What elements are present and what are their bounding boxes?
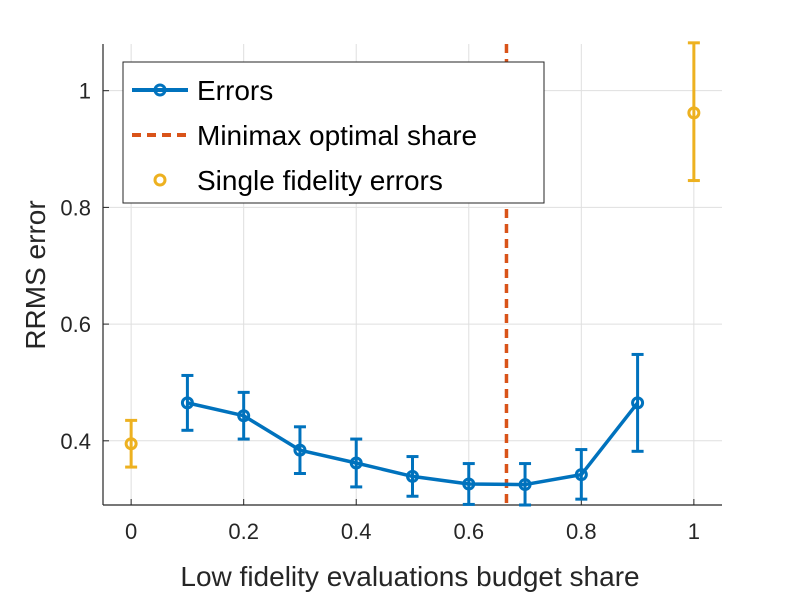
y-tick-label: 0.8: [60, 195, 91, 220]
legend-single-label: Single fidelity errors: [197, 165, 443, 196]
x-tick-label: 0.4: [341, 519, 372, 544]
errors-line: [187, 401, 639, 487]
x-tick-label: 0: [125, 519, 137, 544]
legend: Errors Minimax optimal share Single fide…: [122, 61, 545, 204]
axes: [102, 44, 722, 506]
legend-errors-marker: [153, 83, 167, 97]
errors-marker: [518, 478, 532, 492]
errors-marker: [574, 468, 588, 482]
errors-marker: [462, 477, 476, 491]
y-tick-label: 1: [79, 79, 91, 104]
x-tick-label: 0.8: [566, 519, 597, 544]
legend-single-marker: [153, 173, 167, 187]
y-tick-label: 0.4: [60, 429, 91, 454]
y-tick-label: 0.6: [60, 312, 91, 337]
tick-labels: 0 0.2 0.4 0.6 0.8 1 0.4 0.6 0.8 1: [60, 79, 700, 544]
y-axis-title: RRMS error: [20, 200, 51, 349]
legend-minimax-label: Minimax optimal share: [197, 120, 477, 151]
legend-box: [122, 61, 545, 204]
single-fidelity-marker: [687, 106, 701, 120]
legend-errors-label: Errors: [197, 75, 273, 106]
errors-marker: [293, 443, 307, 457]
x-tick-label: 1: [688, 519, 700, 544]
errors-marker: [349, 456, 363, 470]
x-axis-title: Low fidelity evaluations budget share: [180, 561, 639, 592]
errors-marker: [631, 396, 645, 410]
x-tick-label: 0.2: [228, 519, 259, 544]
errors-marker: [180, 396, 194, 410]
x-tick-label: 0.6: [453, 519, 484, 544]
errors-marker: [237, 409, 251, 423]
errors-marker: [406, 469, 419, 483]
single-fidelity-marker: [124, 437, 138, 451]
